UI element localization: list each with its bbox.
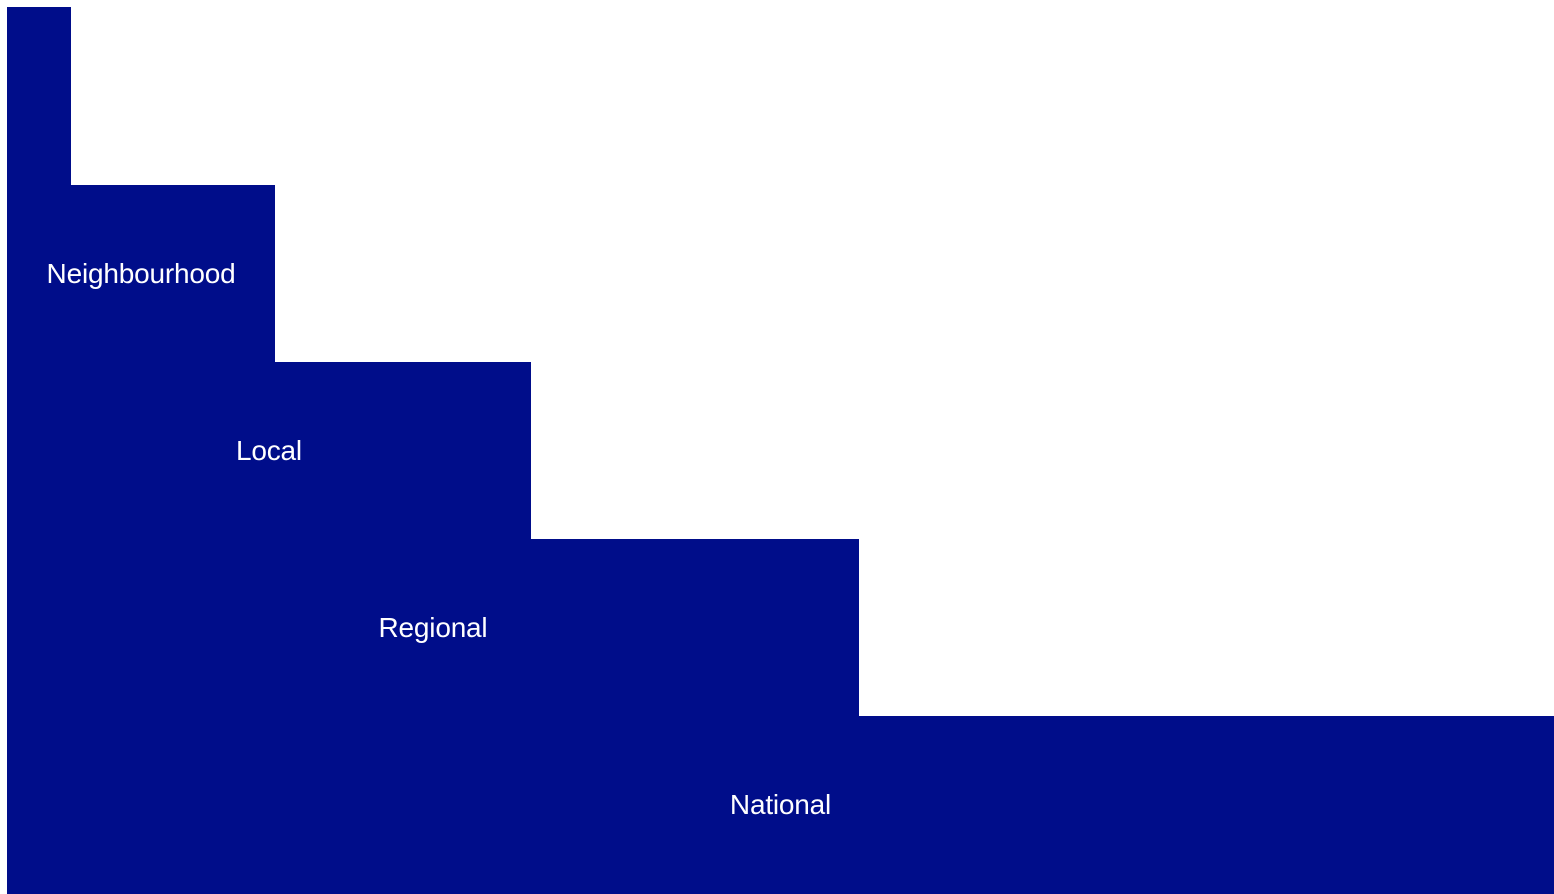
level-label-regional: Regional (378, 612, 488, 643)
level-bar-national: National (7, 716, 1554, 894)
level-bar-regional: Regional (7, 539, 859, 717)
level-label-national: National (729, 789, 832, 820)
level-label-local: Local (236, 435, 302, 466)
level-label-neighbourhood: Neighbourhood (46, 258, 236, 289)
level-bar-neighbourhood: Neighbourhood (7, 185, 275, 363)
level-bar-local: Local (7, 362, 531, 540)
level-bar-top (7, 7, 71, 186)
